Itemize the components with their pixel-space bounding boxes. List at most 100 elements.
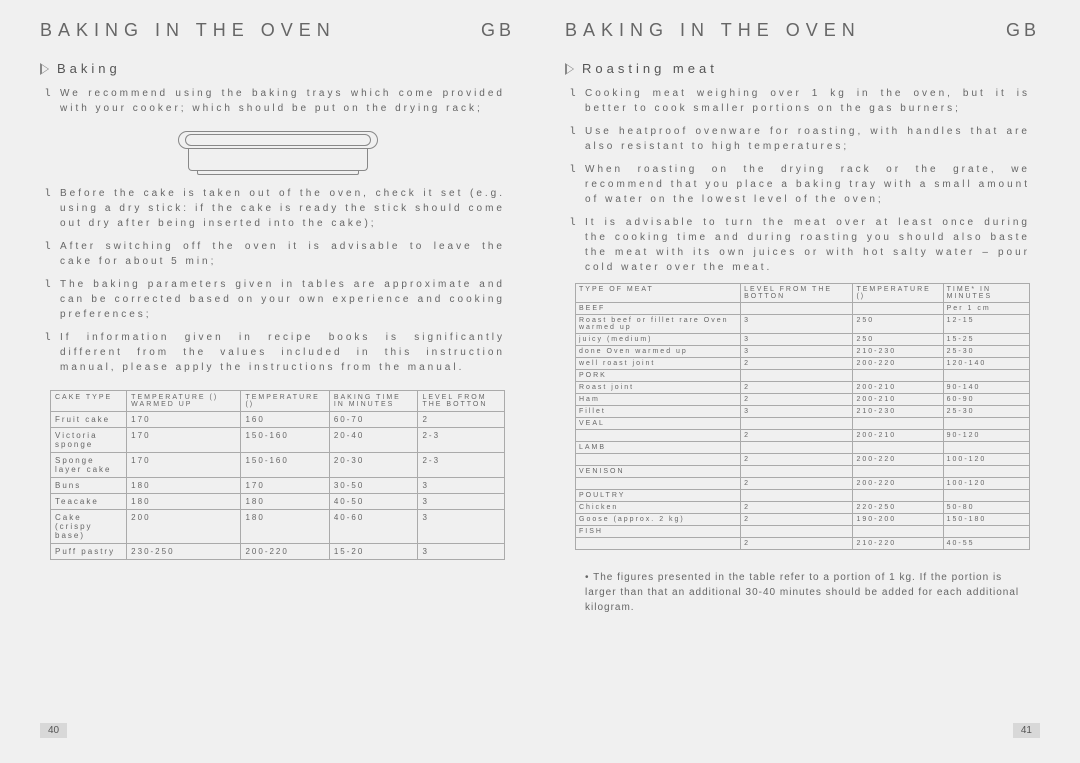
bullet-item: We recommend using the baking trays whic…	[60, 86, 505, 116]
table-row: Ham2200-21060-90	[576, 394, 1030, 406]
table-row: 2200-21090-120	[576, 430, 1030, 442]
triangle-icon	[40, 63, 49, 75]
table-cell	[576, 430, 741, 442]
category-cell: VEAL	[576, 418, 741, 430]
table-cell: 2-3	[418, 428, 505, 453]
table-cell: Victoria sponge	[51, 428, 127, 453]
table-cell: 3	[741, 346, 853, 358]
th: BAKING TIME IN MINUTES	[329, 391, 418, 412]
table-row: Puff pastry230-250200-22015-203	[51, 544, 505, 560]
th: LEVEL FROM THE BOTTON	[418, 391, 505, 412]
table-cell: 2	[741, 430, 853, 442]
table-row: 2200-220100-120	[576, 454, 1030, 466]
table-cell: 25-30	[943, 346, 1029, 358]
table-cell: 3	[741, 315, 853, 334]
table-cell	[943, 370, 1029, 382]
table-cell: Cake (crispy base)	[51, 510, 127, 544]
table-cell: Fillet	[576, 406, 741, 418]
table-cell: 3	[741, 406, 853, 418]
category-row: FISH	[576, 526, 1030, 538]
section-title: Roasting meat	[582, 61, 718, 76]
tray-top-icon	[178, 131, 378, 149]
table-header-row: CAKE TYPE TEMPERATURE () WARMED UP TEMPE…	[51, 391, 505, 412]
category-row: LAMB	[576, 442, 1030, 454]
table-row: Chicken2220-25050-80	[576, 502, 1030, 514]
table-cell: 150-160	[241, 453, 329, 478]
table-cell: 15-20	[329, 544, 418, 560]
page-number: 40	[40, 723, 67, 738]
table-cell	[943, 442, 1029, 454]
th: TYPE OF MEAT	[576, 284, 741, 303]
table-cell: 250	[853, 334, 943, 346]
table-cell: 200-220	[853, 478, 943, 490]
table-cell	[576, 454, 741, 466]
section-header: Baking	[40, 61, 525, 76]
table-cell: Ham	[576, 394, 741, 406]
table-cell	[943, 418, 1029, 430]
table-header-row: TYPE OF MEAT LEVEL FROM THE BOTTON TEMPE…	[576, 284, 1030, 303]
table-cell: 200-210	[853, 394, 943, 406]
category-cell: LAMB	[576, 442, 741, 454]
table-cell: 150-160	[241, 428, 329, 453]
th: TEMPERATURE () WARMED UP	[127, 391, 241, 412]
table-cell: 180	[127, 478, 241, 494]
table-cell: 50-80	[943, 502, 1029, 514]
table-cell: 2	[741, 538, 853, 550]
footnote: • The figures presented in the table ref…	[555, 565, 1050, 620]
table-cell: Roast beef or fillet rare Oven warmed up	[576, 315, 741, 334]
table-cell: 3	[418, 494, 505, 510]
table-cell: 3	[741, 334, 853, 346]
bullet-item: Use heatproof ovenware for roasting, wit…	[585, 124, 1030, 154]
table-cell: 180	[127, 494, 241, 510]
table-cell	[853, 418, 943, 430]
table-cell	[741, 303, 853, 315]
table-cell: 170	[127, 453, 241, 478]
th: TEMPERATURE ()	[853, 284, 943, 303]
table-cell: 170	[127, 412, 241, 428]
table-cell: 3	[418, 510, 505, 544]
table-cell: 2	[741, 382, 853, 394]
table-cell	[853, 526, 943, 538]
table-cell	[741, 490, 853, 502]
section-header: Roasting meat	[565, 61, 1050, 76]
table-row: juicy (medium)325015-25	[576, 334, 1030, 346]
table-cell	[853, 370, 943, 382]
table-cell	[741, 466, 853, 478]
table-cell: well roast joint	[576, 358, 741, 370]
category-cell: PORK	[576, 370, 741, 382]
table-row: 2210-22040-55	[576, 538, 1030, 550]
table-cell	[943, 490, 1029, 502]
page-header: BAKING IN THE OVEN GB	[30, 20, 525, 41]
bullet-item: If information given in recipe books is …	[60, 330, 505, 375]
table-cell: Chicken	[576, 502, 741, 514]
table-cell	[853, 303, 943, 315]
table-cell	[741, 526, 853, 538]
table-cell	[853, 490, 943, 502]
cake-table: CAKE TYPE TEMPERATURE () WARMED UP TEMPE…	[50, 390, 505, 560]
table-cell: 200-210	[853, 430, 943, 442]
table-row: Sponge layer cake170150-16020-302-3	[51, 453, 505, 478]
table-cell: 150-180	[943, 514, 1029, 526]
table-cell: 200-220	[241, 544, 329, 560]
table-cell	[576, 478, 741, 490]
country-code: GB	[481, 20, 515, 41]
table-cell: 60-70	[329, 412, 418, 428]
bullet-list: Before the cake is taken out of the oven…	[30, 186, 525, 375]
triangle-icon	[565, 63, 574, 75]
table-cell: Per 1 cm	[943, 303, 1029, 315]
left-page: BAKING IN THE OVEN GB Baking We recommen…	[30, 20, 525, 743]
bullet-item: It is advisable to turn the meat over at…	[585, 215, 1030, 275]
table-cell: 12-15	[943, 315, 1029, 334]
table-cell: 2	[741, 478, 853, 490]
table-cell: 200-220	[853, 358, 943, 370]
table-cell	[741, 442, 853, 454]
table-cell: 200-220	[853, 454, 943, 466]
th: TEMPERATURE ()	[241, 391, 329, 412]
table-cell	[741, 370, 853, 382]
table-cell: 90-140	[943, 382, 1029, 394]
category-row: VEAL	[576, 418, 1030, 430]
th: LEVEL FROM THE BOTTON	[741, 284, 853, 303]
table-cell: 2	[741, 514, 853, 526]
category-cell: BEEF	[576, 303, 741, 315]
section-title: Baking	[57, 61, 121, 76]
